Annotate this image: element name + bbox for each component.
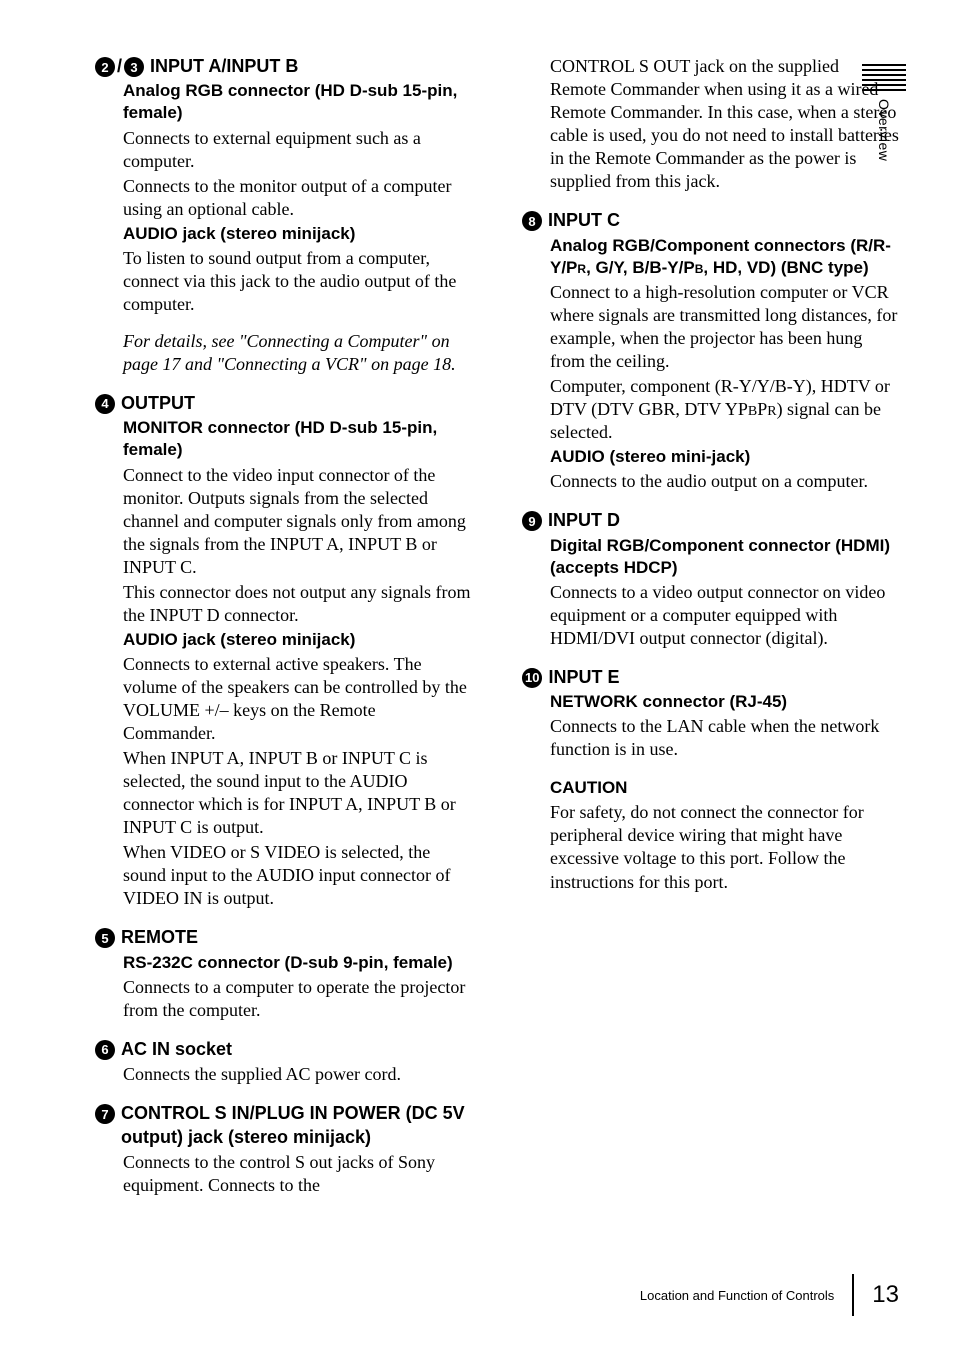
bullet-2-3: 2 / 3 [95,55,144,77]
body-text: Connects to a computer to operate the pr… [123,976,472,1022]
body-text: Connects to the LAN cable when the netwo… [550,715,899,761]
section-title-control-s: CONTROL S IN/PLUG IN POWER (DC 5V output… [121,1102,472,1149]
bullet-4: 4 [95,394,115,414]
body-text: Connects to a video output connector on … [550,581,899,650]
sub-heading: AUDIO jack (stereo minijack) [123,629,472,651]
section-title-input-e: INPUT E [548,666,619,689]
body-text: To listen to sound output from a compute… [123,247,472,316]
footer: Location and Function of Controls 13 [640,1274,899,1316]
body-text: Connects to the control S out jacks of S… [123,1151,472,1197]
bullet-7: 7 [95,1104,115,1124]
body-text: This connector does not output any signa… [123,581,472,627]
body-text: When INPUT A, INPUT B or INPUT C is sele… [123,747,472,839]
body-text: Connects to the audio output on a comput… [550,470,899,493]
sub-heading: AUDIO jack (stereo minijack) [123,223,472,245]
body-text: Connects the supplied AC power cord. [123,1063,472,1086]
right-column: CONTROL S OUT jack on the supplied Remot… [522,55,899,1213]
body-text: Connect to the video input connector of … [123,464,472,579]
footer-text: Location and Function of Controls [640,1288,834,1303]
section-title-remote: REMOTE [121,926,198,949]
bullet-8: 8 [522,211,542,231]
body-text: Connects to external active speakers. Th… [123,653,472,745]
sub-heading: AUDIO (stereo mini-jack) [550,446,899,468]
side-tab: Overview [862,64,906,161]
body-text: Connects to the monitor output of a comp… [123,175,472,221]
sub-heading: RS-232C connector (D-sub 9-pin, female) [123,952,472,974]
sub-heading: NETWORK connector (RJ-45) [550,691,899,713]
side-tab-label: Overview [876,99,892,161]
bullet-5: 5 [95,928,115,948]
section-title-input-ab: INPUT A/INPUT B [150,55,298,78]
body-text: When VIDEO or S VIDEO is selected, the s… [123,841,472,910]
section-title-acin: AC IN socket [121,1038,232,1061]
section-title-input-d: INPUT D [548,509,620,532]
sub-heading: Digital RGB/Component connector (HDMI) (… [550,535,899,579]
sub-heading: MONITOR connector (HD D-sub 15-pin, fema… [123,417,472,461]
section-title-input-c: INPUT C [548,209,620,232]
footer-page: 13 [872,1281,899,1309]
sub-heading: Analog RGB/Component connectors (R/R-Y/P… [550,235,899,279]
tab-indicator-lines [862,64,906,91]
section-title-output: OUTPUT [121,392,195,415]
body-text: Connect to a high-resolution computer or… [550,281,899,373]
italic-note: For details, see "Connecting a Computer"… [123,330,472,376]
body-text: Computer, component (R-Y/Y/B-Y), HDTV or… [550,375,899,444]
sub-heading: Analog RGB connector (HD D-sub 15-pin, f… [123,80,472,124]
caution-heading: CAUTION [550,777,899,799]
continued-text: CONTROL S OUT jack on the supplied Remot… [550,55,899,193]
bullet-10: 10 [522,668,542,688]
body-text: Connects to external equipment such as a… [123,127,472,173]
caution-text: For safety, do not connect the connector… [550,801,899,893]
footer-divider [852,1274,854,1316]
bullet-6: 6 [95,1040,115,1060]
left-column: 2 / 3 INPUT A/INPUT B Analog RGB connect… [95,55,472,1213]
bullet-9: 9 [522,511,542,531]
